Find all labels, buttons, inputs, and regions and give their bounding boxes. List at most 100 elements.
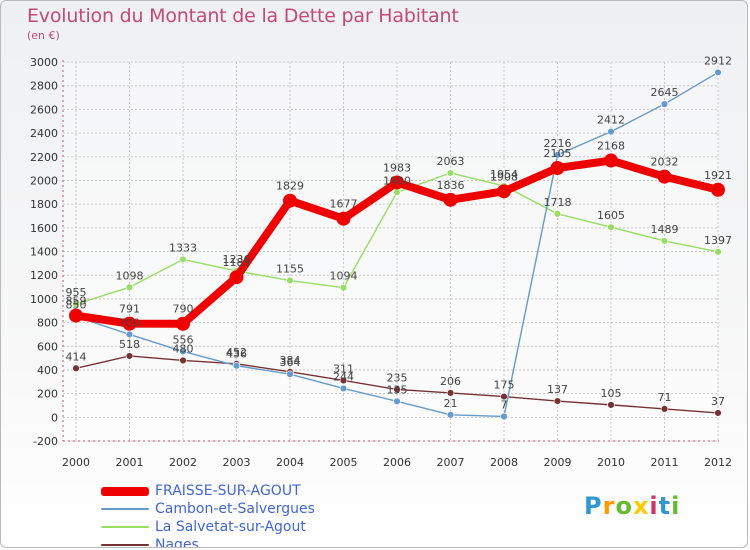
data-label-nages: 105 (601, 387, 622, 400)
data-label-la-salvetat-sur-agout: 1333 (169, 241, 197, 254)
data-point-nages (660, 405, 669, 413)
data-label-nages: 452 (226, 346, 247, 359)
x-tick-label: 2002 (169, 456, 197, 469)
data-label-nages: 37 (711, 395, 725, 408)
data-point-nages (125, 352, 134, 360)
data-label-nages: 414 (66, 350, 87, 363)
data-label-la-salvetat-sur-agout: 2063 (437, 155, 465, 168)
data-point-fraisse-sur-agout (604, 153, 618, 168)
data-label-cambon-et-salvergues: 364 (280, 356, 301, 369)
data-label-la-salvetat-sur-agout: 1954 (490, 168, 518, 181)
logo-letter: t (658, 492, 672, 520)
x-tick-label: 2008 (490, 456, 518, 469)
y-tick-label: 600 (37, 340, 58, 353)
x-tick-label: 2010 (597, 456, 625, 469)
logo-letter: P (584, 492, 603, 520)
logo-letter: o (615, 492, 633, 520)
data-point-cambon-et-salvergues (607, 127, 615, 136)
data-point-nages (714, 409, 722, 417)
data-point-nages (553, 397, 562, 405)
data-point-fraisse-sur-agout (711, 182, 725, 197)
data-point-cambon-et-salvergues (179, 347, 187, 356)
data-label-fraisse-sur-agout: 1183 (223, 256, 251, 269)
x-tick-label: 2006 (383, 456, 411, 469)
x-tick-label: 2000 (62, 456, 90, 469)
y-tick-label: -200 (33, 435, 58, 448)
data-point-cambon-et-salvergues (125, 330, 134, 339)
data-point-la-salvetat-sur-agout (179, 255, 187, 264)
data-label-fraisse-sur-agout: 859 (66, 295, 87, 308)
data-label-nages: 384 (280, 354, 301, 367)
chart-title: Evolution du Montant de la Dette par Hab… (27, 5, 459, 27)
data-label-cambon-et-salvergues: 244 (333, 370, 354, 383)
data-point-la-salvetat-sur-agout (607, 223, 615, 231)
data-point-cambon-et-salvergues (553, 151, 562, 159)
data-label-la-salvetat-sur-agout: 1094 (330, 270, 358, 283)
data-label-fraisse-sur-agout: 2168 (597, 140, 625, 153)
y-tick-label: 1800 (30, 198, 58, 211)
data-label-nages: 311 (333, 362, 354, 375)
legend-item-salvetat: La Salvetat-sur-Agout (101, 518, 421, 536)
data-point-la-salvetat-sur-agout (339, 284, 348, 292)
data-point-fraisse-sur-agout (283, 193, 297, 208)
data-label-nages: 518 (119, 338, 140, 351)
data-label-fraisse-sur-agout: 1908 (490, 170, 518, 183)
y-tick-label: 800 (37, 317, 58, 330)
logo-letter: x (632, 492, 650, 520)
data-label-la-salvetat-sur-agout: 955 (66, 286, 87, 299)
x-tick-label: 2012 (704, 456, 732, 469)
data-label-la-salvetat-sur-agout: 1605 (597, 209, 625, 222)
logo-letter: i (671, 492, 681, 520)
data-label-cambon-et-salvergues: 135 (387, 383, 408, 396)
data-point-cambon-et-salvergues (393, 397, 401, 406)
data-label-cambon-et-salvergues: 2912 (704, 54, 732, 67)
data-point-la-salvetat-sur-agout (714, 248, 722, 256)
y-tick-label: 400 (37, 364, 58, 377)
y-tick-label: 2600 (30, 103, 58, 116)
data-label-cambon-et-salvergues: 21 (444, 397, 458, 410)
data-label-cambon-et-salvergues: 2645 (651, 86, 679, 99)
legend-item-cambon: Cambon-et-Salvergues (101, 500, 421, 518)
data-point-nages (393, 385, 401, 394)
data-point-fraisse-sur-agout (390, 175, 404, 190)
data-point-fraisse-sur-agout (550, 161, 565, 176)
chart-subtitle: (en €) (27, 29, 60, 42)
y-tick-label: 1600 (30, 222, 58, 235)
data-point-nages (179, 356, 187, 365)
legend-item-nages: Nages (101, 536, 421, 547)
legend-swatch-salvetat (101, 526, 149, 528)
data-label-la-salvetat-sur-agout: 1900 (383, 174, 411, 187)
data-point-la-salvetat-sur-agout (125, 283, 134, 291)
data-label-cambon-et-salvergues: 2216 (544, 137, 572, 150)
y-tick-label: 200 (37, 388, 58, 401)
legend-label-salvetat: La Salvetat-sur-Agout (155, 519, 306, 535)
y-tick-label: 2800 (30, 80, 58, 93)
data-point-fraisse-sur-agout (69, 308, 83, 323)
data-label-fraisse-sur-agout: 1677 (330, 198, 358, 211)
data-label-nages: 235 (387, 371, 408, 384)
legend-label-cambon: Cambon-et-Salvergues (155, 501, 315, 517)
logo-letter: r (602, 492, 616, 520)
data-point-fraisse-sur-agout (657, 169, 672, 184)
data-label-nages: 71 (658, 391, 672, 404)
data-point-la-salvetat-sur-agout (553, 210, 562, 218)
data-label-cambon-et-salvergues: 436 (226, 348, 247, 361)
data-point-nages (607, 401, 615, 409)
x-tick-label: 2011 (651, 456, 679, 469)
x-tick-label: 2007 (437, 456, 465, 469)
legend-item-fraisse: FRAISSE-SUR-AGOUT (101, 482, 421, 500)
data-label-nages: 480 (173, 342, 194, 355)
data-point-nages (446, 389, 455, 397)
data-label-fraisse-sur-agout: 1921 (704, 169, 732, 182)
data-point-cambon-et-salvergues (714, 68, 722, 77)
data-label-cambon-et-salvergues: 2412 (597, 114, 625, 127)
data-point-fraisse-sur-agout (336, 211, 351, 226)
data-label-la-salvetat-sur-agout: 1718 (544, 196, 572, 209)
data-label-cambon-et-salvergues: 7 (501, 398, 508, 411)
x-tick-label: 2004 (276, 456, 304, 469)
legend-swatch-cambon (101, 508, 149, 510)
data-label-fraisse-sur-agout: 1829 (276, 180, 304, 193)
data-point-fraisse-sur-agout (497, 184, 511, 199)
y-tick-label: 2400 (30, 127, 58, 140)
